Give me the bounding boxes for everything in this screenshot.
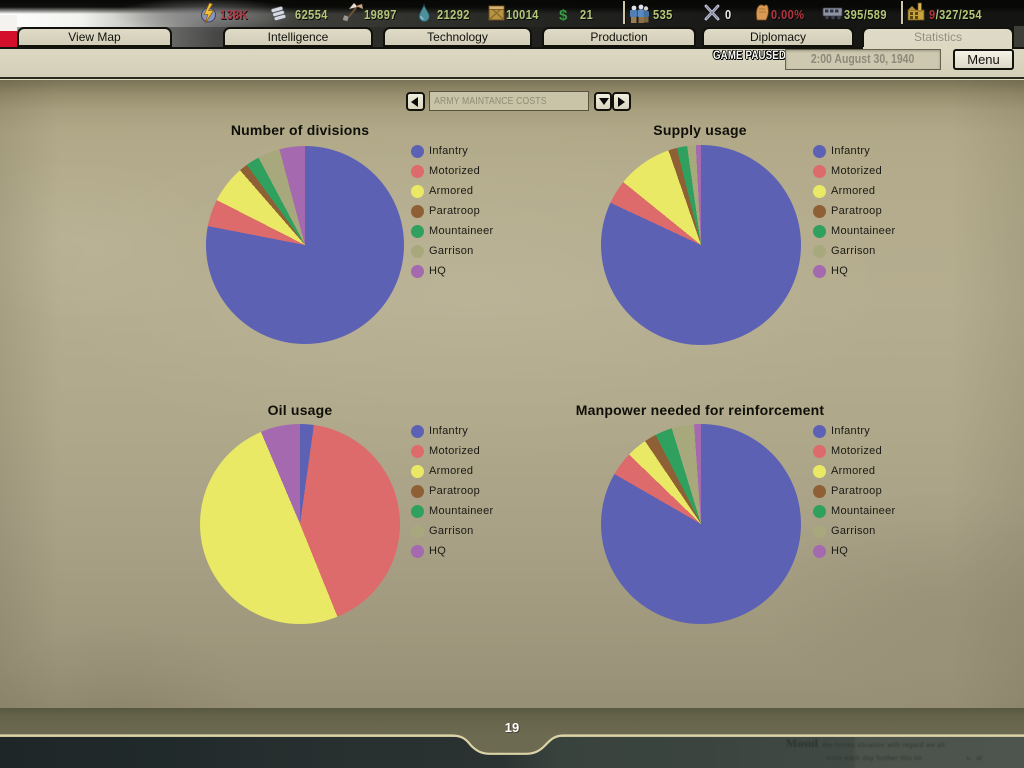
svg-text:$: $ <box>559 7 568 24</box>
